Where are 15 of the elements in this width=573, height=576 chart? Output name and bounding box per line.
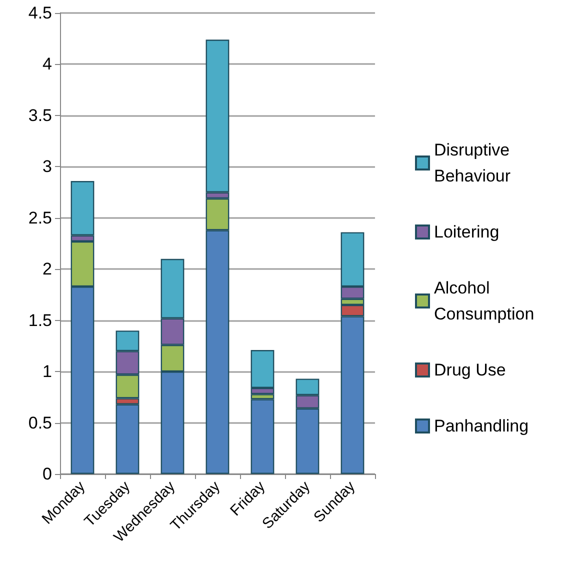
y-tick-label: 3 <box>42 157 52 176</box>
y-tick-label: 3.5 <box>28 106 52 125</box>
y-tick-label: 2 <box>42 260 52 279</box>
legend-label: Disruptive Behaviour <box>434 140 514 186</box>
legend-label: Panhandling <box>434 416 529 436</box>
legend-label: Loitering <box>434 222 500 242</box>
y-tick-label: 0.5 <box>28 413 52 432</box>
y-tick-label: 4 <box>42 54 52 74</box>
y-tick-label: 1.5 <box>28 310 52 330</box>
y-tick-label: 4.5 <box>28 4 52 22</box>
legend-label: Drug Use <box>434 360 506 380</box>
y-tick-label: 1 <box>42 362 52 382</box>
legend-label: Alcohol Consumption <box>434 278 534 324</box>
y-tick-label: 0 <box>42 464 52 484</box>
y-tick-label: 2.5 <box>28 208 52 228</box>
